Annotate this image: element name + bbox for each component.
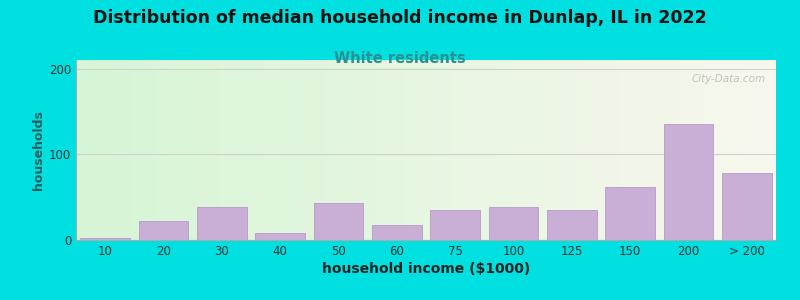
X-axis label: household income ($1000): household income ($1000)	[322, 262, 530, 276]
Bar	[430, 210, 480, 240]
Bar	[664, 124, 714, 240]
Text: City-Data.com: City-Data.com	[691, 74, 766, 84]
Bar	[489, 207, 538, 240]
Bar	[138, 221, 188, 240]
Y-axis label: households: households	[32, 110, 45, 190]
Bar	[314, 203, 363, 240]
Bar	[547, 210, 597, 240]
Text: White residents: White residents	[334, 51, 466, 66]
Bar	[722, 173, 772, 240]
Bar	[255, 233, 305, 240]
Bar	[606, 187, 655, 240]
Text: Distribution of median household income in Dunlap, IL in 2022: Distribution of median household income …	[93, 9, 707, 27]
Bar	[80, 238, 130, 240]
Bar	[372, 225, 422, 240]
Bar	[197, 207, 246, 240]
